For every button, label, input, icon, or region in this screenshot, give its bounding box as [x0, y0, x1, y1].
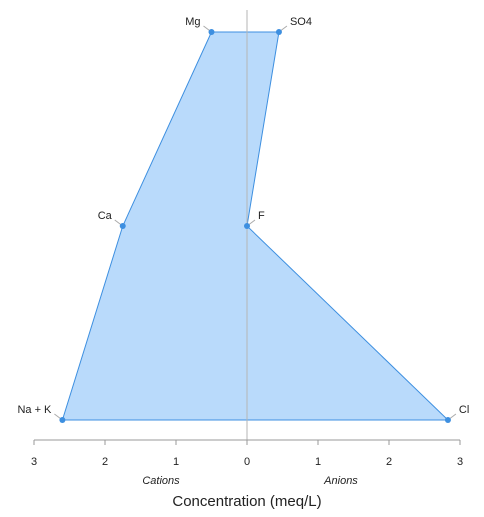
- x-tick-label: 3: [457, 456, 463, 468]
- x-tick-label: 1: [315, 456, 321, 468]
- x-tick-label: 3: [31, 456, 37, 468]
- point: [119, 223, 126, 229]
- point-label: Cl: [459, 404, 469, 416]
- point-label: Na + K: [17, 404, 52, 416]
- anions-label: Anions: [323, 475, 358, 487]
- x-tick-label: 2: [386, 456, 392, 468]
- point-label: Mg: [185, 16, 200, 28]
- cations-label: Cations: [142, 475, 180, 487]
- point: [208, 29, 215, 35]
- point: [244, 223, 250, 229]
- x-axis-title: Concentration (meq/L): [172, 493, 321, 510]
- point-label: Ca: [98, 210, 113, 222]
- x-tick-label: 2: [102, 456, 108, 468]
- x-tick-label: 1: [173, 456, 179, 468]
- point: [444, 417, 451, 423]
- point-label: SO4: [290, 16, 312, 28]
- point-label: F: [258, 210, 265, 222]
- point: [59, 417, 66, 423]
- x-tick-label: 0: [244, 456, 250, 468]
- point: [275, 29, 282, 35]
